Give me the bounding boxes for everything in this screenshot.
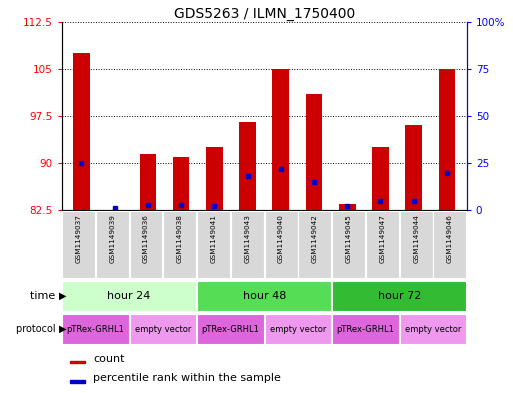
Text: hour 72: hour 72 xyxy=(378,291,421,301)
Bar xyxy=(239,122,256,210)
Text: empty vector: empty vector xyxy=(405,325,461,334)
Bar xyxy=(400,314,466,344)
Bar xyxy=(70,380,85,383)
Text: GSM1149046: GSM1149046 xyxy=(447,214,453,263)
Bar xyxy=(366,211,399,278)
Bar xyxy=(96,211,129,278)
Bar xyxy=(129,211,163,278)
Bar xyxy=(62,314,129,344)
Bar xyxy=(339,204,356,210)
Text: empty vector: empty vector xyxy=(135,325,191,334)
Bar xyxy=(62,281,196,311)
Bar xyxy=(197,281,331,311)
Text: time: time xyxy=(30,291,59,301)
Bar xyxy=(265,314,331,344)
Bar xyxy=(272,69,289,210)
Text: GSM1149041: GSM1149041 xyxy=(210,214,216,263)
Bar xyxy=(62,211,95,278)
Text: hour 48: hour 48 xyxy=(243,291,286,301)
Bar xyxy=(163,211,196,278)
Bar xyxy=(206,147,223,210)
Bar xyxy=(70,361,85,363)
Text: GSM1149039: GSM1149039 xyxy=(109,214,115,263)
Bar xyxy=(433,211,466,278)
Bar xyxy=(129,314,196,344)
Text: pTRex-GRHL1: pTRex-GRHL1 xyxy=(202,325,260,334)
Title: GDS5263 / ILMN_1750400: GDS5263 / ILMN_1750400 xyxy=(173,7,355,20)
Text: pTRex-GRHL1: pTRex-GRHL1 xyxy=(337,325,394,334)
Bar xyxy=(332,314,399,344)
Text: GSM1149040: GSM1149040 xyxy=(278,214,284,263)
Text: GSM1149037: GSM1149037 xyxy=(75,214,82,263)
Text: GSM1149043: GSM1149043 xyxy=(244,214,250,263)
Bar xyxy=(73,53,90,210)
Text: ▶: ▶ xyxy=(59,291,67,301)
Bar xyxy=(372,147,389,210)
Bar xyxy=(140,154,156,210)
Bar xyxy=(197,211,230,278)
Bar xyxy=(299,211,331,278)
Text: GSM1149036: GSM1149036 xyxy=(143,214,149,263)
Text: GSM1149044: GSM1149044 xyxy=(413,214,419,263)
Text: pTRex-GRHL1: pTRex-GRHL1 xyxy=(66,325,124,334)
Text: empty vector: empty vector xyxy=(270,325,326,334)
Bar xyxy=(231,211,264,278)
Bar xyxy=(332,281,466,311)
Bar xyxy=(197,314,264,344)
Text: protocol: protocol xyxy=(16,324,59,334)
Text: GSM1149042: GSM1149042 xyxy=(312,214,318,263)
Bar xyxy=(306,94,322,210)
Bar xyxy=(405,125,422,210)
Bar xyxy=(332,211,365,278)
Text: hour 24: hour 24 xyxy=(107,291,151,301)
Bar xyxy=(400,211,432,278)
Bar xyxy=(106,209,123,210)
Text: count: count xyxy=(93,354,125,364)
Bar xyxy=(173,157,189,210)
Text: GSM1149047: GSM1149047 xyxy=(380,214,385,263)
Text: percentile rank within the sample: percentile rank within the sample xyxy=(93,373,281,383)
Text: ▶: ▶ xyxy=(59,324,67,334)
Bar xyxy=(265,211,298,278)
Bar xyxy=(439,69,455,210)
Text: GSM1149045: GSM1149045 xyxy=(346,214,351,263)
Text: GSM1149038: GSM1149038 xyxy=(177,214,183,263)
